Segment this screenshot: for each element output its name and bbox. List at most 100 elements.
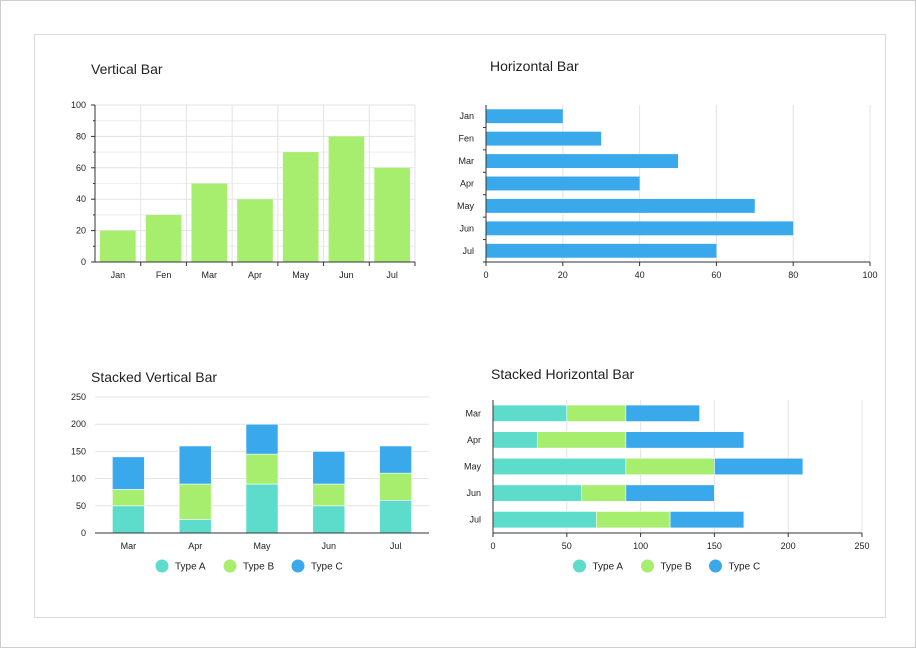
x-tick-label: Mar (121, 541, 137, 551)
x-tick-label: Jan (111, 270, 126, 280)
x-tick-label: Jun (339, 270, 354, 280)
bar-segment (625, 431, 745, 449)
y-tick-label: Fen (458, 134, 474, 144)
bar-segment (581, 484, 627, 502)
y-tick-label: 40 (76, 194, 86, 204)
bar-segment (112, 489, 145, 507)
bar-segment (178, 519, 212, 534)
bar (486, 198, 755, 213)
legend-label: Type B (661, 562, 692, 573)
y-tick-label: Jan (459, 111, 474, 121)
bar (374, 167, 410, 262)
bar (486, 154, 678, 169)
y-tick-label: Jul (469, 515, 481, 525)
bar-segment (566, 404, 627, 422)
bar (282, 152, 319, 262)
vertical-bar-chart: Vertical Bar Jan Fen Mar Apr May Jun Jul 0 20 40 60… (71, 61, 416, 280)
bar-segment (112, 505, 145, 534)
x-tick-label: 100 (633, 541, 648, 551)
bar-segment (379, 472, 412, 501)
bar-segment (178, 445, 212, 485)
chart-title: Vertical Bar (91, 61, 163, 77)
y-tick-label: 150 (71, 446, 86, 456)
bar-segment (245, 423, 279, 455)
legend-swatch (573, 559, 586, 573)
y-tick-label: 20 (76, 226, 86, 236)
x-tick-label: 0 (483, 270, 488, 280)
x-tick-label: Apr (188, 541, 202, 551)
bar-segment (492, 511, 597, 529)
chart-title: Horizontal Bar (490, 58, 579, 74)
bar-segment (379, 500, 412, 534)
bar-segment (312, 451, 346, 485)
x-tick-label: May (292, 270, 310, 280)
x-tick-label: 50 (562, 541, 572, 551)
y-tick-label: May (464, 462, 482, 472)
x-tick-label: 40 (635, 270, 645, 280)
legend-label: Type B (243, 562, 274, 573)
bar-segment (492, 484, 582, 502)
bar-segment (492, 457, 627, 476)
stacked-horizontal-bar-chart: Stacked Horizontal Bar Mar Apr May Jun Jul 0 50… (464, 366, 870, 573)
bar-segment (625, 484, 715, 502)
x-tick-label: Fen (156, 270, 172, 280)
bar (100, 230, 136, 262)
x-tick-label: 20 (558, 270, 568, 280)
y-tick-label: Apr (460, 179, 474, 189)
stacked-vertical-bar-chart: Stacked Vertical Bar Mar Apr May Jun Jul 0 50 10… (71, 369, 429, 573)
y-tick-label: 100 (71, 100, 86, 110)
bar (486, 176, 640, 191)
x-tick-label: 0 (490, 541, 495, 551)
bar-segment (536, 431, 627, 449)
x-tick-label: May (253, 541, 271, 551)
bar-segment (312, 483, 346, 507)
bar-segment (245, 453, 279, 485)
legend-label: Type A (175, 562, 206, 573)
legend-swatch (223, 559, 237, 573)
bar (486, 243, 717, 258)
x-tick-label: 250 (854, 541, 869, 551)
chart-title: Stacked Vertical Bar (91, 369, 217, 385)
bar (145, 214, 182, 262)
legend-label: Type A (593, 562, 624, 573)
bar-segment (245, 483, 279, 534)
bar-segment (596, 511, 671, 529)
x-tick-label: Jun (322, 541, 337, 551)
y-tick-label: Mar (459, 156, 475, 166)
y-tick-label: 50 (76, 501, 86, 511)
bar-segment (312, 505, 346, 534)
bar (191, 183, 228, 262)
legend-label: Type C (311, 562, 343, 573)
y-tick-label: 200 (71, 419, 86, 429)
y-tick-label: Mar (466, 408, 482, 418)
bar-segment (492, 404, 568, 422)
y-tick-label: 100 (71, 474, 86, 484)
bar (237, 199, 273, 262)
bar (486, 131, 602, 146)
bar-segment (112, 456, 145, 490)
y-tick-label: 0 (81, 257, 86, 267)
chart-title: Stacked Horizontal Bar (491, 366, 635, 382)
bar-segment (379, 445, 412, 474)
bar-segment (178, 483, 212, 520)
y-tick-label: 80 (76, 131, 86, 141)
y-tick-label: Apr (467, 435, 481, 445)
y-tick-label: Jun (459, 223, 474, 233)
x-tick-label: 100 (862, 270, 877, 280)
y-tick-label: 250 (71, 392, 86, 402)
x-tick-label: Mar (202, 270, 218, 280)
legend-label: Type C (729, 562, 761, 573)
bar-segment (625, 404, 700, 422)
y-tick-label: Jul (462, 246, 474, 256)
horizontal-bar-chart: Horizontal Bar Jan Fen Mar Apr May Jun Jul 0 20 40… (457, 58, 878, 280)
legend-swatch (155, 559, 169, 573)
x-tick-label: Apr (248, 270, 262, 280)
x-tick-label: 60 (711, 270, 721, 280)
bar-segment (669, 511, 745, 529)
legend-swatch (291, 559, 305, 573)
legend-swatch (641, 559, 654, 573)
bar-segment (492, 431, 538, 449)
bar-segment (714, 457, 804, 476)
y-tick-label: 0 (81, 528, 86, 538)
